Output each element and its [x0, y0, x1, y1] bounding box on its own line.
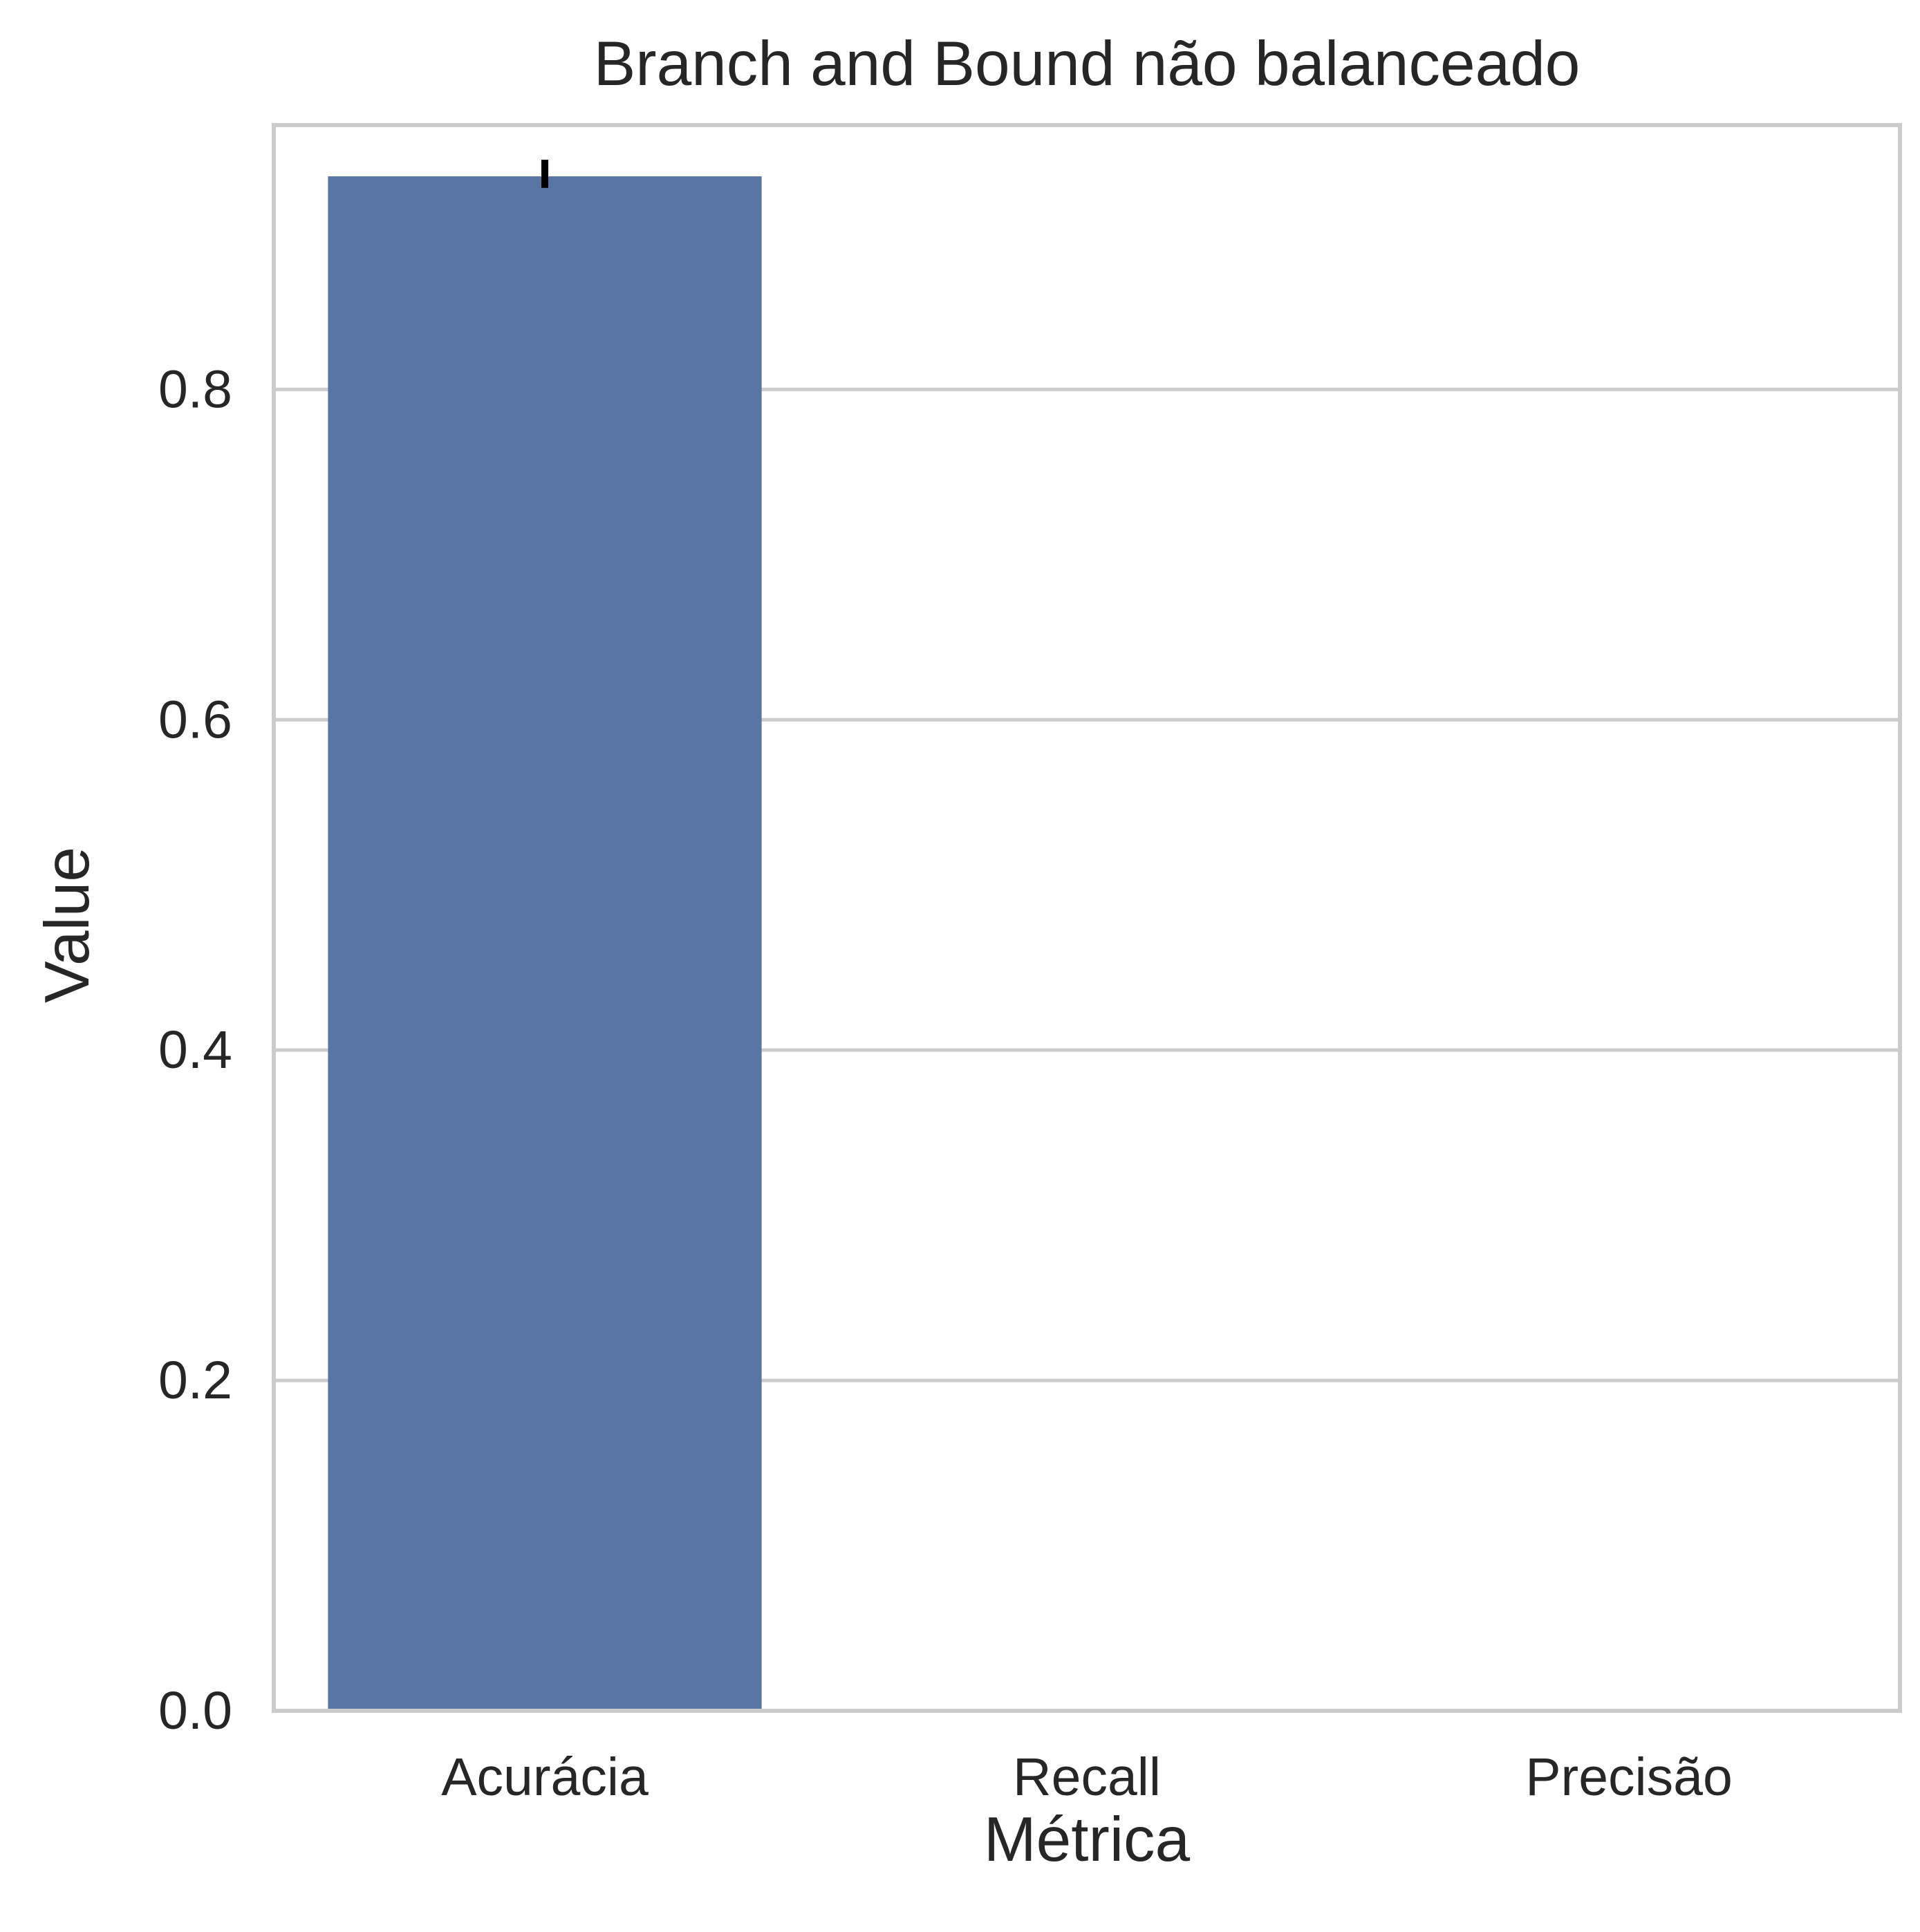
y-tick-label: 0.2: [158, 1351, 232, 1410]
x-axis-label: Métrica: [984, 1805, 1191, 1875]
bar: [328, 176, 762, 1711]
y-axis-ticks: 0.0 0.2 0.4 0.6 0.8: [158, 359, 232, 1741]
x-axis-ticks: Acurácia Recall Precisão: [441, 1747, 1733, 1807]
y-axis-label: Value: [32, 847, 102, 1003]
bars: [328, 160, 762, 1711]
axes-frame: [272, 123, 1902, 1713]
x-tick-label: Precisão: [1525, 1747, 1733, 1807]
x-tick-label: Acurácia: [441, 1747, 649, 1807]
y-tick-label: 0.0: [158, 1681, 232, 1741]
chart-title: Branch and Bound não balanceado: [594, 29, 1581, 99]
y-tick-label: 0.6: [158, 690, 232, 749]
plot-frame: [272, 123, 1902, 1713]
y-tick-label: 0.8: [158, 359, 232, 419]
x-tick-label: Recall: [1013, 1747, 1161, 1807]
y-tick-label: 0.4: [158, 1020, 232, 1080]
